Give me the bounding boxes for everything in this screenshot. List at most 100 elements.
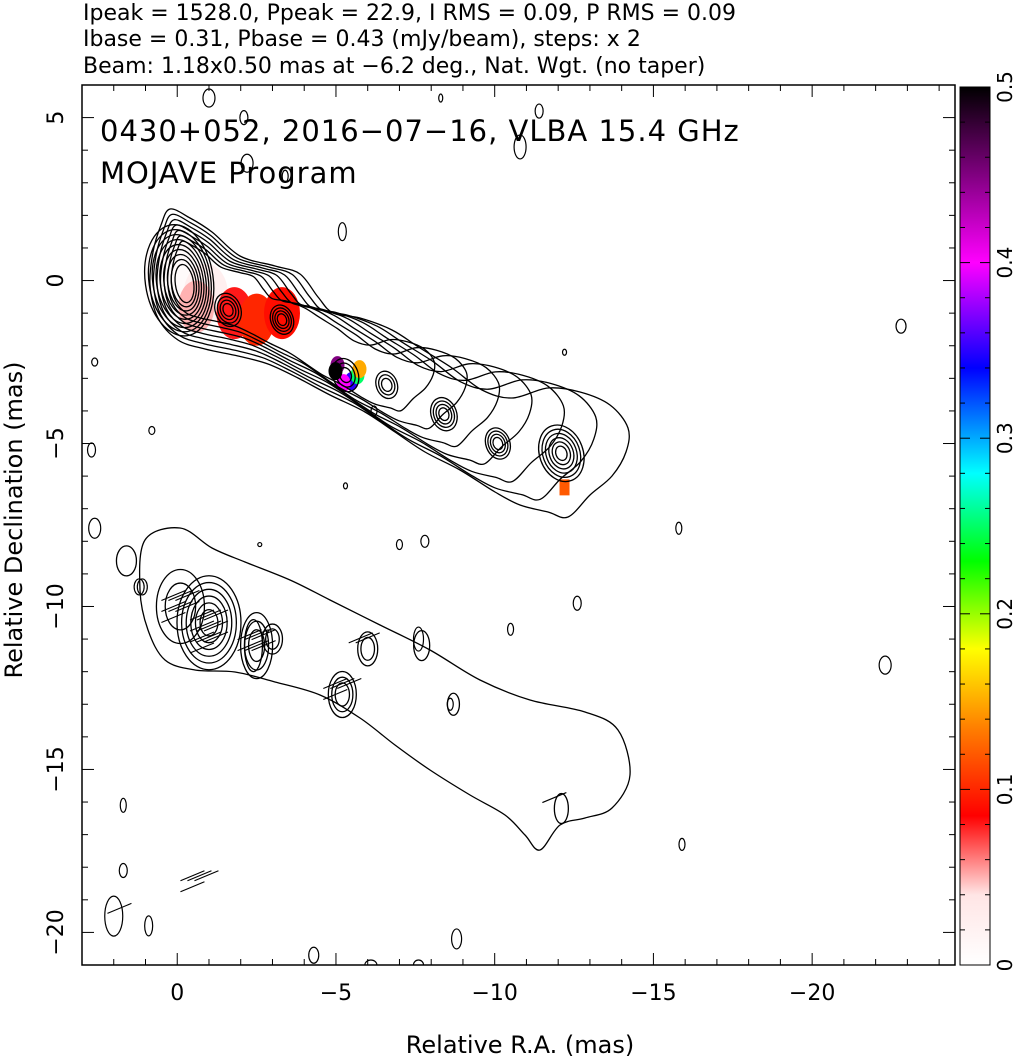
noise-contour [675,521,683,535]
noise-contour [148,425,156,436]
evpa-vector [337,677,362,689]
p-contour [190,595,228,651]
evpa-vector [323,677,348,689]
evpa-vector [189,609,215,621]
noise-contour [88,517,102,539]
y-tick-label: −20 [44,909,69,955]
noise-contour [395,538,404,551]
i-knot-contour [548,437,575,470]
i-knot-contour [271,307,293,333]
i-knot-contour [544,432,578,474]
p-contour [115,545,138,577]
i-contour [156,218,566,483]
noise-contour [308,946,320,964]
p-contour [164,582,197,631]
evpa-vector [251,640,276,652]
plot-frame [81,84,956,966]
evpa-vector [203,620,229,632]
p-contour [180,581,238,664]
i-knot-contour [375,370,399,400]
pol-knot-cell [352,360,367,379]
i-knot-contour [492,436,504,451]
evpa-vector [189,631,215,643]
evpa-vector [203,631,229,643]
noise-contour [506,622,515,636]
colorbar-ticks [960,86,990,966]
i-knot-contour [378,374,396,396]
i-knot-contour [222,302,234,317]
p-contour [185,588,233,657]
evpa-vector [330,677,355,689]
noise-contour [534,103,544,119]
i-core-contour [170,258,198,308]
evpa-vector [161,589,186,601]
i-contour [166,235,468,430]
i-knot-contour [335,362,356,388]
p-contour [553,792,570,825]
i-knot-contour [274,310,290,330]
noise-contour [420,534,430,548]
noise-contour [91,357,99,367]
evpa-vector [161,600,186,612]
y-tick-label: −10 [44,583,69,629]
p-contour [265,628,280,650]
map-subtitle: MOJAVE Program [100,156,358,190]
colorbar-tick-label: 0.5 [993,71,1017,103]
i-contour [163,229,501,448]
evpa-vectors [107,589,567,914]
evpa-vector [189,620,215,632]
map-title: 0430+052, 2016−07−16, VLBA 15.4 GHz [100,114,740,148]
header-line-1: Ipeak = 1528.0, Ppeak = 22.9, I RMS = 0.… [83,1,736,26]
axis-ticks [82,85,955,965]
colorbar-tick-label: 0.1 [993,773,1017,805]
noise-contour [202,88,216,108]
p-outer-contour [138,527,631,851]
noise-contour [895,318,907,334]
i-contour [159,224,533,465]
evpa-vector [180,870,205,882]
noise-contour [678,837,686,852]
noise-contour [118,862,128,879]
p-contour [243,618,264,673]
noise-contour [86,442,97,458]
i-knot-contour [429,396,458,432]
noise-contour [370,405,378,417]
i-core-contour [151,233,210,329]
evpa-vector [203,609,229,621]
i-knot-contour [338,366,353,384]
i-core-contour [174,263,195,304]
noise-contour [133,578,145,596]
noise-contour [412,626,425,652]
noise-contour [364,959,378,965]
evpa-vector [323,688,348,700]
noise-contour [136,578,148,596]
y-tick-label: 5 [44,111,69,125]
evpa-vector [194,870,219,882]
colorbar-tick-label: 0.3 [993,422,1017,454]
colorbar-tick-label: 0 [993,959,1017,972]
i-core-contour [166,253,200,312]
evpa-vector [196,620,222,632]
i-contour [170,240,436,412]
i-core-contour [155,238,208,325]
i-knot-contour [432,400,456,428]
noise-contour [240,153,254,173]
colorbar-tick-label: 0.4 [993,247,1017,279]
evpa-vector [175,589,200,601]
evpa-vector [355,632,380,644]
i-knot-contour [216,296,240,324]
noise-contour [342,482,349,490]
x-tick-label: −5 [320,981,352,1006]
i-knot-contour [537,424,585,483]
evpa-vector [251,629,276,641]
x-axis-label: Relative R.A. (mas) [406,1031,634,1059]
i-knot-contour [554,445,568,462]
i-knot-contour [276,313,288,327]
noise-contour [281,169,289,183]
noise-contour [257,541,263,548]
noise-contour [337,222,347,242]
evpa-vector [542,792,567,804]
y-tick-label: −5 [44,427,69,459]
evpa-vector [175,600,200,612]
